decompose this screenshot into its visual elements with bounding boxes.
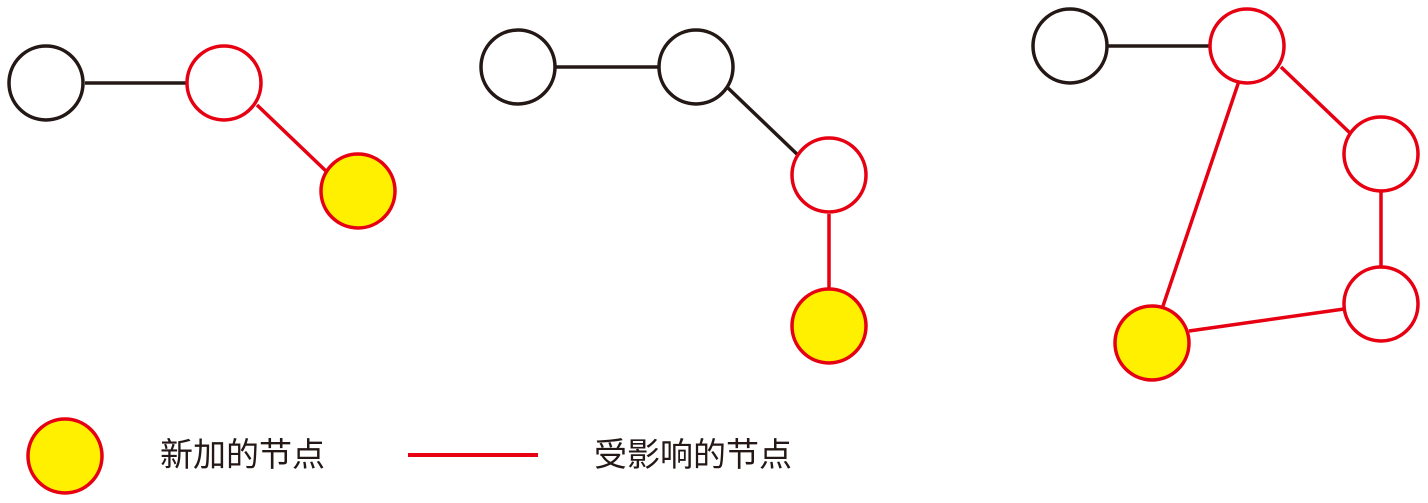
- graph-3: [1031, 7, 1420, 382]
- graph-1-node-b-affected: [185, 44, 263, 122]
- graph-2: [479, 28, 868, 365]
- graph-3-node-b-affected: [1208, 7, 1286, 85]
- legend: 新加的节点 受影响的节点: [26, 417, 792, 495]
- graph-1-edge-b-new: [255, 103, 329, 174]
- graph-2-edge-b-c: [726, 86, 802, 159]
- legend-new-node-label: 新加的节点: [160, 435, 325, 474]
- graph-3-edge-d-new: [1188, 307, 1345, 333]
- graph-3-node-c-affected: [1342, 115, 1420, 193]
- graph-3-edge-b-c: [1279, 65, 1352, 135]
- graph-1-node-a: [7, 44, 85, 122]
- graph-3-node-new: [1113, 304, 1191, 382]
- graph-3-edge-b-new: [1161, 80, 1241, 307]
- graph-1: [7, 44, 397, 230]
- graph-3-node-d-affected: [1342, 265, 1420, 343]
- graph-3-node-a: [1031, 7, 1109, 85]
- legend-new-node-swatch: [26, 417, 104, 495]
- graph-2-node-a: [479, 28, 557, 106]
- graph-2-node-b: [657, 28, 735, 106]
- graph-1-node-new: [319, 152, 397, 230]
- graph-2-node-new: [790, 287, 868, 365]
- legend-affected-label: 受影响的节点: [594, 435, 792, 474]
- graph-2-node-c-affected: [790, 136, 868, 214]
